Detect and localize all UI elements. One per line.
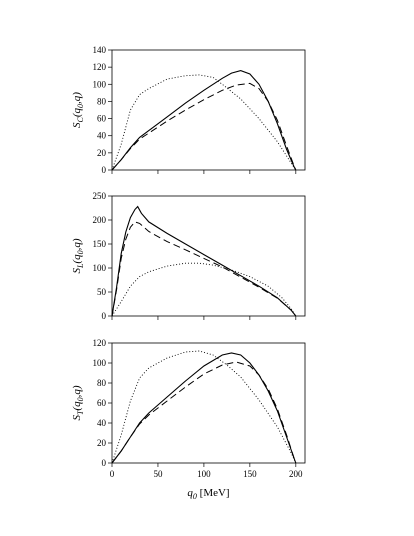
series-line-dotted: [111, 262, 297, 317]
series-line-dashed: [111, 221, 297, 317]
y-axis-label: SL(q0,q): [71, 238, 85, 273]
y-tick-label: 20: [97, 438, 107, 448]
y-tick-label: 100: [93, 79, 107, 89]
plot-frame: [111, 342, 306, 464]
series-line-solid: [111, 205, 297, 317]
y-tick-label: 150: [93, 239, 107, 249]
series-line-dotted: [111, 74, 297, 171]
series-line-solid: [111, 352, 297, 464]
y-tick-label: 0: [102, 165, 107, 175]
x-tick-label: 0: [110, 469, 115, 479]
y-tick-label: 250: [93, 191, 107, 201]
y-tick-label: 40: [97, 418, 107, 428]
y-tick-label: 80: [97, 96, 107, 106]
y-tick-label: 60: [97, 114, 107, 124]
y-axis-label: ST(q0,q): [71, 385, 85, 420]
y-tick-label: 200: [93, 215, 107, 225]
chart-panel-st: 0 20 40 60 80 100 120 0 50 100 150 200 ST(q0,q) q0 [M…: [71, 338, 306, 501]
series-line-dashed: [111, 361, 297, 464]
y-tick-label: 40: [97, 131, 107, 141]
series-line-solid: [111, 70, 297, 171]
x-tick-label: 50: [153, 469, 163, 479]
x-tick-label: 150: [243, 469, 257, 479]
y-tick-label: 0: [102, 458, 107, 468]
x-axis-label: q0 [MeV]: [187, 487, 229, 501]
y-axis-label: SC(q0,q): [71, 92, 85, 128]
y-tick-label: 140: [93, 45, 107, 55]
y-tick-label: 0: [102, 311, 107, 321]
series-line-dashed: [111, 82, 297, 171]
y-tick-label: 80: [97, 378, 107, 388]
x-tick-label: 100: [197, 469, 211, 479]
x-tick-label: 200: [289, 469, 303, 479]
y-tick-label: 100: [93, 263, 107, 273]
y-tick-label: 20: [97, 148, 107, 158]
chart-panel-sc: 0 20 40 60 80 100 120 140 SC(q0,q): [71, 45, 306, 175]
y-tick-label: 60: [97, 398, 107, 408]
plot-frame: [111, 195, 306, 317]
series-line-dotted: [111, 350, 297, 464]
plot-frame: [111, 49, 306, 171]
y-tick-label: 120: [93, 338, 107, 348]
y-tick-label: 100: [93, 358, 107, 368]
y-tick-label: 120: [93, 62, 107, 72]
y-tick-label: 50: [97, 287, 107, 297]
chart-panel-sl: 0 50 100 150 200 250 SL(q0,q): [71, 191, 306, 321]
